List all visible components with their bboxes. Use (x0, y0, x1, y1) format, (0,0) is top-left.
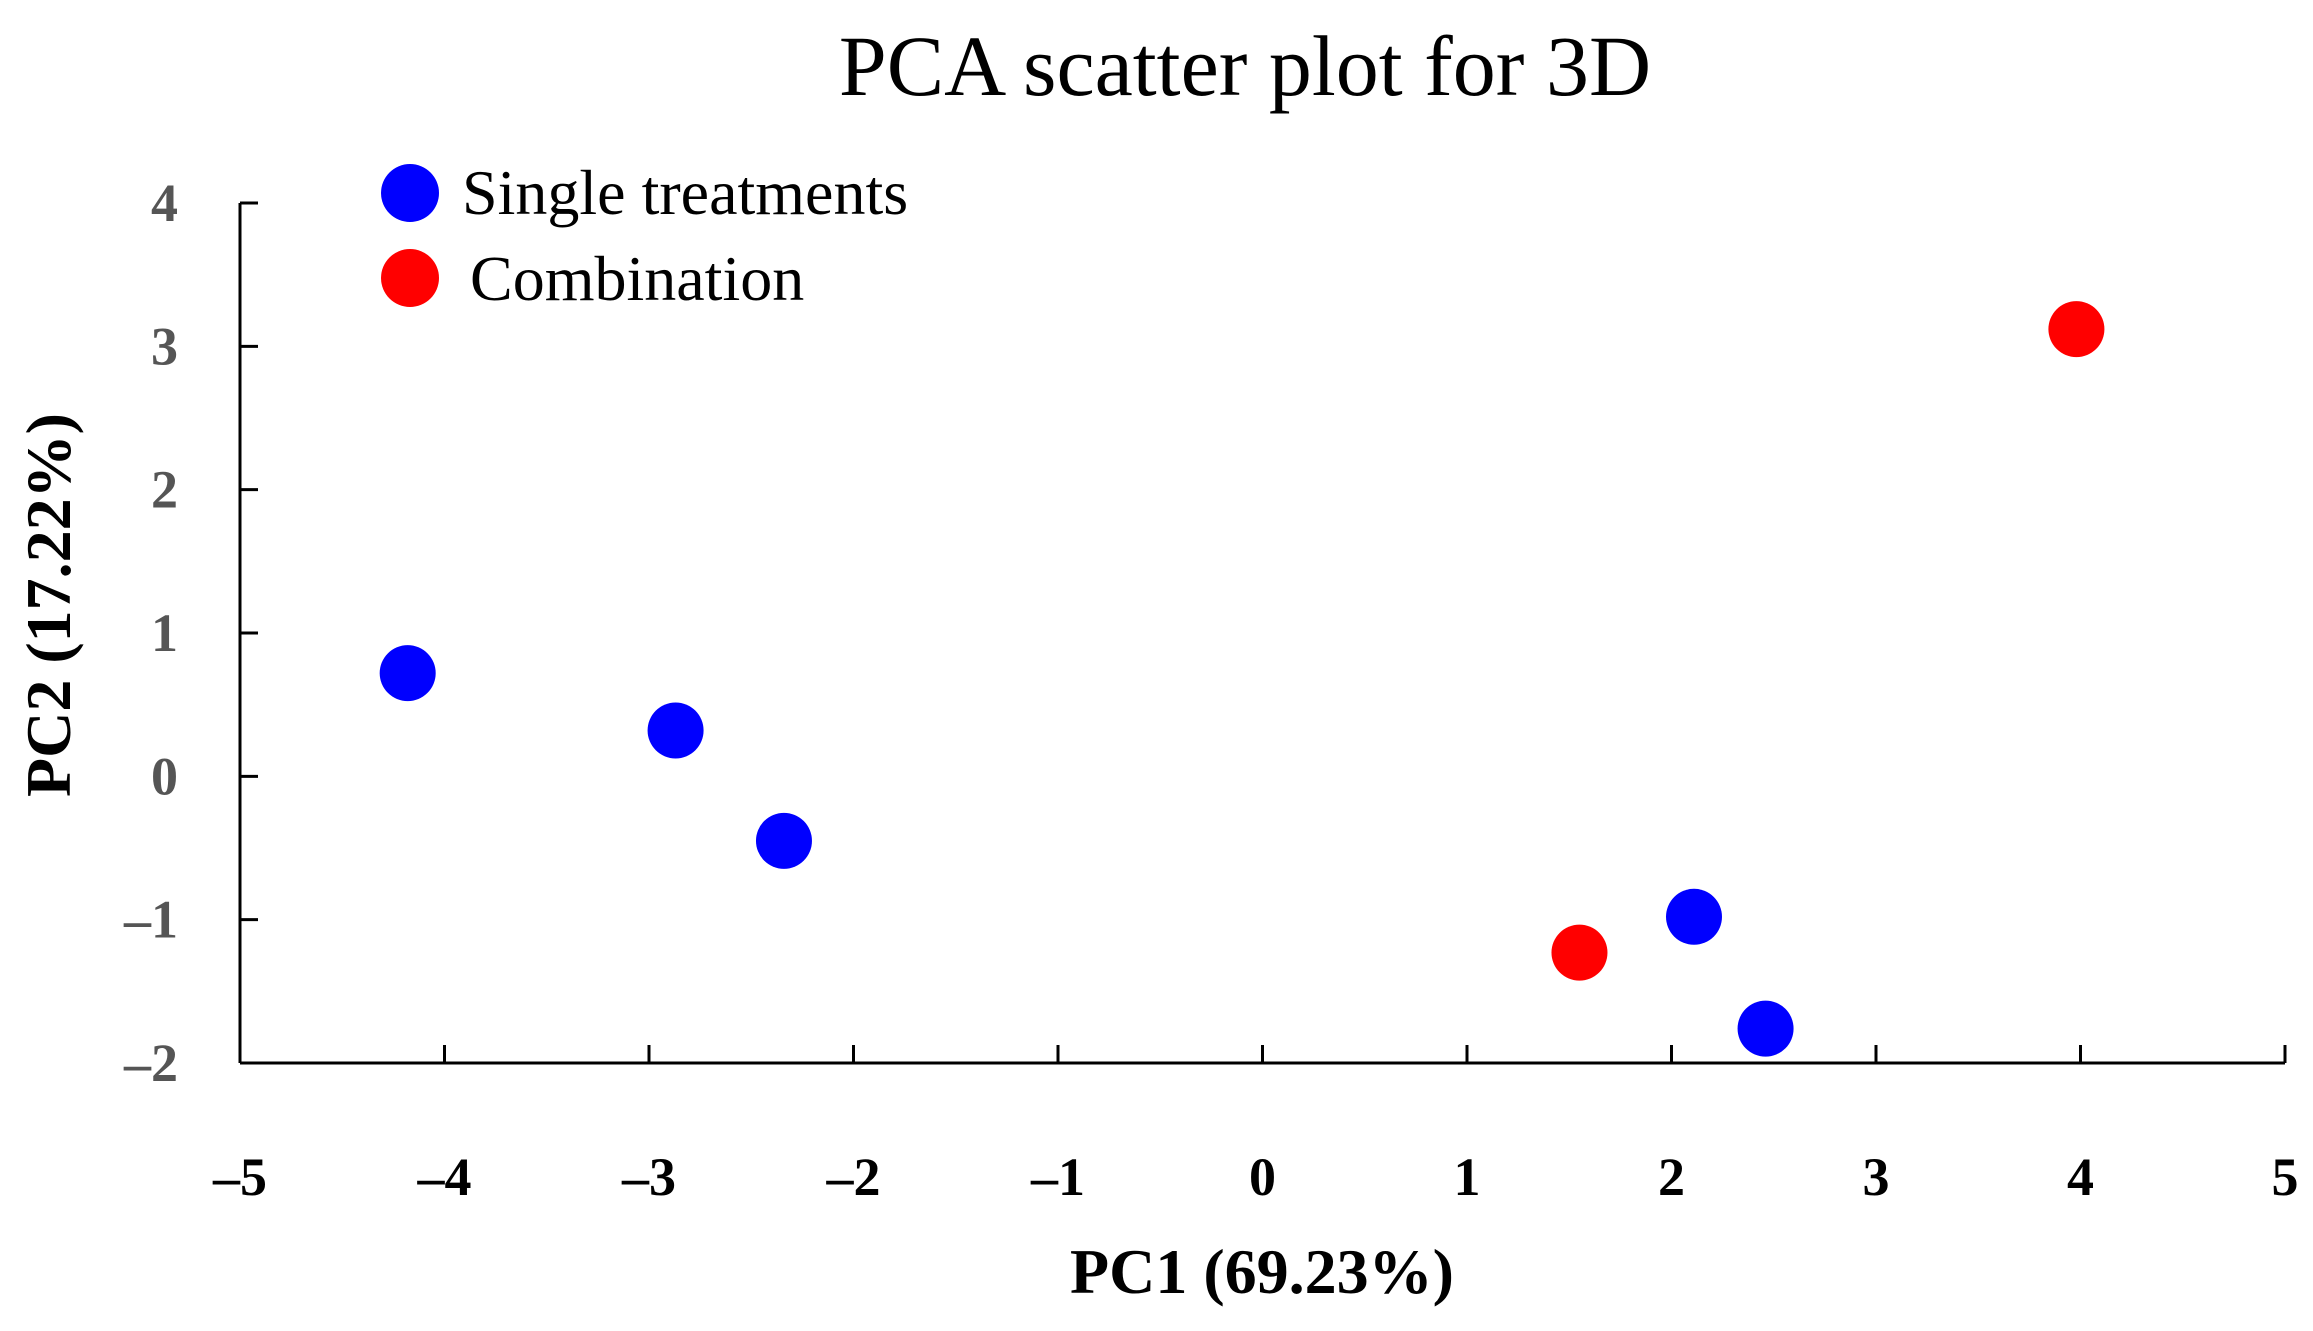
data-point-single-treatment (379, 645, 436, 702)
y-tick-label: 2 (151, 460, 178, 520)
y-tick-label: –2 (123, 1033, 178, 1093)
legend-label: Single treatments (462, 157, 908, 228)
y-tick-label: 4 (151, 173, 178, 233)
legend: Single treatments Combination (381, 157, 908, 314)
data-point-single-treatment (1665, 888, 1722, 945)
data-point-single-treatment (647, 702, 704, 759)
x-tick-label: –1 (1030, 1147, 1085, 1207)
legend-marker (381, 164, 439, 222)
y-axis-label: PC2 (17.22%) (13, 413, 84, 797)
x-tick-label: 3 (1863, 1147, 1890, 1207)
data-points (379, 301, 2105, 1057)
data-point-single-treatment (1737, 1000, 1794, 1057)
x-tick-label: 1 (1454, 1147, 1481, 1207)
x-tick-label: –4 (417, 1147, 472, 1207)
x-tick-label: –2 (826, 1147, 881, 1207)
x-ticks: –5 –4 –3 –2 –1 0 1 2 3 4 5 (212, 1045, 2299, 1207)
y-tick-label: 0 (151, 746, 178, 806)
axes (238, 203, 2285, 1065)
x-tick-label: 5 (2272, 1147, 2299, 1207)
x-tick-label: –5 (212, 1147, 267, 1207)
x-axis-label: PC1 (69.23%) (1070, 1236, 1454, 1307)
y-tick-label: –1 (123, 890, 178, 950)
x-tick-label: 0 (1249, 1147, 1276, 1207)
x-tick-label: 4 (2067, 1147, 2094, 1207)
y-tick-label: 1 (151, 603, 178, 663)
y-ticks: –2 –1 0 1 2 3 4 (123, 173, 258, 1093)
data-point-combination (1551, 924, 1608, 981)
data-point-combination (2048, 301, 2105, 358)
y-tick-label: 3 (151, 316, 178, 376)
legend-label: Combination (470, 243, 804, 314)
x-tick-label: 2 (1658, 1147, 1685, 1207)
x-tick-label: –3 (621, 1147, 676, 1207)
chart-title: PCA scatter plot for 3D (839, 18, 1651, 114)
data-point-single-treatment (755, 812, 812, 869)
legend-marker (381, 249, 439, 307)
